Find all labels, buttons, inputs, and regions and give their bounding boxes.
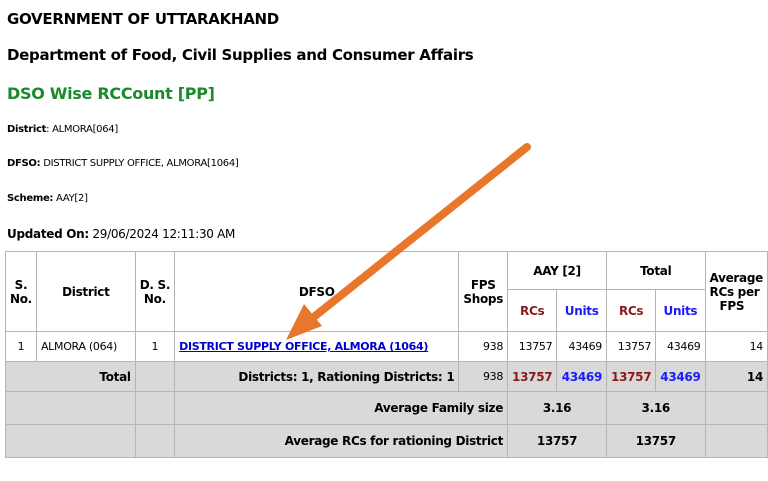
header-aay-units: Units — [556, 289, 608, 332]
header-avg-rcs-per-fps: Average RCs per FPS — [704, 251, 768, 332]
cell-fps-shops: 938 — [458, 331, 509, 362]
total-row: Total Districts: 1, Rationing Districts:… — [5, 361, 768, 392]
avg-family-size-aay: 3.16 — [507, 391, 608, 425]
header-aay-group: AAY [2] — [507, 251, 608, 290]
cell-total-units: 43469 — [655, 331, 706, 362]
government-title: GOVERNMENT OF UTTARAKHAND — [7, 10, 279, 28]
table-header-row: S. No. District D. S. No. DFSO FPS Shops AA… — [5, 251, 768, 332]
avg-family-size-row: Average Family size 3.16 3.16 — [5, 391, 768, 425]
avg-family-size-total: 3.16 — [606, 391, 706, 425]
header-sno: S. No. — [5, 251, 37, 332]
header-total-group: Total — [606, 251, 706, 290]
dfso-filter-value: DISTRICT SUPPLY OFFICE, ALMORA[1064] — [40, 158, 239, 169]
total-aay-units: 43469 — [556, 361, 608, 392]
district-filter: District: ALMORA[064] — [7, 124, 118, 135]
avg-rcs-rationing-total: 13757 — [606, 424, 706, 458]
cell-aay-rcs: 13757 — [507, 331, 558, 362]
table-row: 1 ALMORA (064) 1 DISTRICT SUPPLY OFFICE,… — [5, 331, 768, 362]
header-dfso: DFSO — [174, 251, 460, 332]
updated-on-label: Updated On: — [7, 227, 89, 241]
total-districts-text: Districts: 1, Rationing Districts: 1 — [174, 361, 460, 392]
scheme-filter-value: AAY[2] — [53, 193, 88, 204]
report-title: DSO Wise RCCount [PP] — [7, 84, 215, 103]
total-label: Total — [5, 361, 136, 392]
updated-on: Updated On: 29/06/2024 12:11:30 AM — [7, 227, 235, 241]
cell-sno: 1 — [5, 331, 37, 362]
header-ds-no: D. S. No. — [134, 251, 176, 332]
table-subheader-row: RCs Units RCs Units — [6, 289, 768, 332]
avg-family-size-label: Average Family size — [174, 391, 509, 425]
rc-count-table: S. No. District D. S. No. DFSO FPS Shops AA… — [5, 251, 768, 458]
scheme-filter-label: Scheme: — [7, 193, 54, 204]
avg-rcs-rationing-label: Average RCs for rationing District — [174, 424, 509, 458]
cell-total-rcs: 13757 — [606, 331, 657, 362]
cell-district: ALMORA (064) — [35, 331, 136, 362]
avg-rcs-rationing-row: Average RCs for rationing District 13757… — [5, 424, 768, 458]
cell-ds-no: 1 — [134, 331, 176, 362]
dfso-filter-label: DFSO: — [7, 158, 41, 169]
scheme-filter: Scheme: AAY[2] — [7, 193, 88, 204]
cell-aay-units: 43469 — [556, 331, 608, 362]
header-total-units: Units — [655, 289, 706, 332]
total-fps-shops: 938 — [458, 361, 509, 392]
total-ds-no — [134, 361, 176, 392]
header-district: District — [35, 251, 136, 332]
total-total-rcs: 13757 — [606, 361, 657, 392]
total-avg: 14 — [704, 361, 768, 392]
total-total-units: 43469 — [655, 361, 706, 392]
header-aay-rcs: RCs — [507, 289, 558, 332]
dfso-link[interactable]: DISTRICT SUPPLY OFFICE, ALMORA (1064) — [179, 340, 429, 353]
updated-on-value: 29/06/2024 12:11:30 AM — [88, 227, 236, 241]
cell-avg-rcs-per-fps: 14 — [704, 331, 768, 362]
district-filter-value: : ALMORA[064] — [46, 124, 118, 135]
cell-dfso: DISTRICT SUPPLY OFFICE, ALMORA (1064) — [174, 331, 460, 362]
district-filter-label: District — [7, 124, 47, 135]
total-aay-rcs: 13757 — [507, 361, 558, 392]
avg-rcs-rationing-aay: 13757 — [507, 424, 608, 458]
header-fps-shops: FPS Shops — [458, 251, 509, 332]
department-title: Department of Food, Civil Supplies and C… — [7, 46, 474, 64]
header-total-rcs: RCs — [606, 289, 657, 332]
dfso-filter: DFSO: DISTRICT SUPPLY OFFICE, ALMORA[106… — [7, 158, 239, 169]
